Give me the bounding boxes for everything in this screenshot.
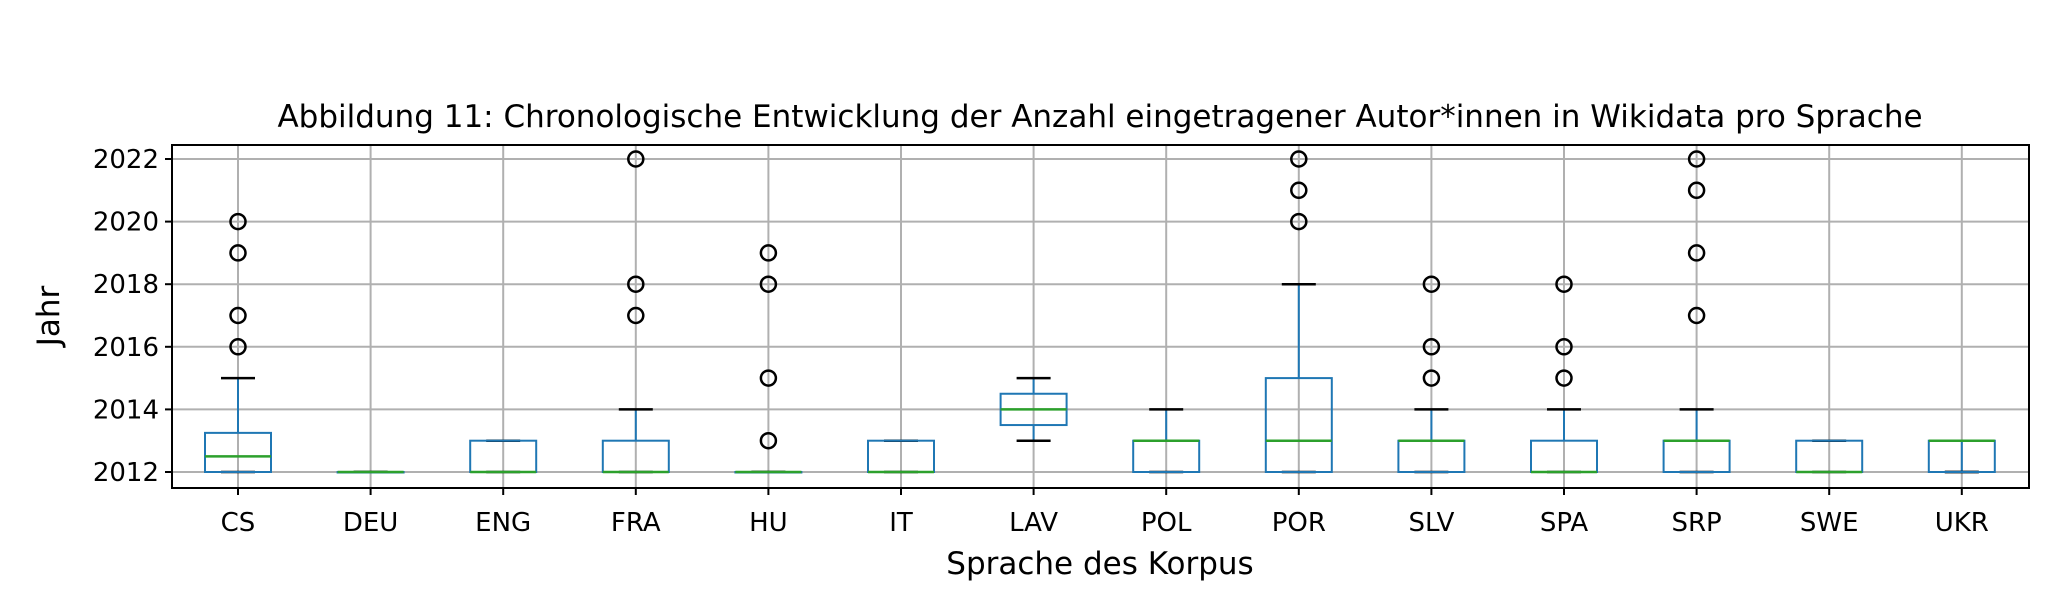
y-axis-label: Jahr: [31, 285, 67, 348]
box-slv: [1397, 275, 1466, 474]
box-por: [1264, 150, 1333, 474]
outlier-slv: [1422, 369, 1441, 387]
x-tick-label-pol: POL: [1141, 508, 1192, 538]
grid-layer: [172, 145, 2029, 488]
x-tick-label-eng: ENG: [475, 508, 531, 538]
outlier-fra: [627, 150, 645, 168]
outlier-spa: [1555, 338, 1573, 356]
box-fra: [601, 150, 670, 474]
outlier-por: [1290, 150, 1308, 168]
outlier-hu: [759, 431, 778, 450]
outlier-fra: [627, 275, 645, 293]
outlier-hu: [759, 275, 778, 293]
x-tick-label-hu: HU: [749, 508, 788, 538]
outlier-por: [1290, 181, 1308, 200]
box-swe: [1795, 439, 1864, 474]
outlier-cs: [229, 244, 247, 262]
y-tick-label: 2022: [93, 145, 159, 175]
outlier-srp: [1687, 150, 1706, 168]
box-it: [867, 439, 935, 474]
chart-title: Abbildung 11: Chronologische Entwicklung…: [277, 99, 1922, 135]
outlier-cs: [229, 212, 247, 231]
outlier-hu: [759, 369, 778, 387]
box-hu: [734, 244, 803, 474]
x-tick-label-por: POR: [1272, 508, 1326, 538]
outlier-slv: [1422, 338, 1441, 356]
iqr-box-por: [1264, 377, 1333, 474]
box-ukr: [1927, 439, 1996, 474]
outlier-srp: [1687, 306, 1706, 325]
x-tick-label-cs: CS: [221, 508, 256, 538]
y-tick-label: 2016: [93, 333, 159, 363]
outlier-hu: [759, 244, 778, 262]
box-srp: [1662, 150, 1731, 474]
box-eng: [469, 439, 538, 474]
x-tick-label-fra: FRA: [611, 508, 661, 538]
x-tick-label-srp: SRP: [1671, 508, 1721, 538]
box-pol: [1132, 408, 1201, 474]
box-deu: [336, 470, 405, 474]
box-marks-layer: [204, 150, 1996, 474]
x-tick-label-slv: SLV: [1408, 508, 1454, 538]
y-tick-label: 2014: [93, 395, 159, 425]
outlier-srp: [1687, 181, 1706, 200]
x-axis-label: Sprache des Korpus: [946, 546, 1253, 582]
x-tick-label-deu: DEU: [343, 508, 398, 538]
outlier-slv: [1422, 275, 1441, 293]
outlier-fra: [627, 306, 645, 325]
box-cs: [204, 212, 272, 474]
outlier-cs: [229, 338, 247, 356]
y-tick-label: 2012: [93, 458, 159, 488]
x-tick-label-ukr: UKR: [1935, 508, 1989, 538]
outlier-spa: [1555, 369, 1573, 387]
plot-frame: [171, 144, 2030, 489]
outlier-srp: [1687, 244, 1706, 262]
x-tick-label-lav: LAV: [1009, 508, 1058, 538]
box-lav: [999, 376, 1068, 442]
y-tick-label: 2018: [93, 270, 159, 300]
outlier-cs: [229, 306, 247, 325]
box-spa: [1530, 275, 1598, 474]
outlier-por: [1290, 212, 1308, 231]
iqr-box-cs: [204, 431, 272, 473]
x-tick-label-spa: SPA: [1540, 508, 1589, 538]
ticks-layer: 2012 2014 2016 2018 2020 2022 CS DEU ENG FRA HU IT L…: [93, 145, 1989, 538]
x-tick-label-swe: SWE: [1800, 508, 1859, 538]
x-tick-label-it: IT: [889, 508, 913, 538]
y-tick-label: 2020: [93, 208, 159, 238]
outlier-spa: [1555, 275, 1573, 293]
